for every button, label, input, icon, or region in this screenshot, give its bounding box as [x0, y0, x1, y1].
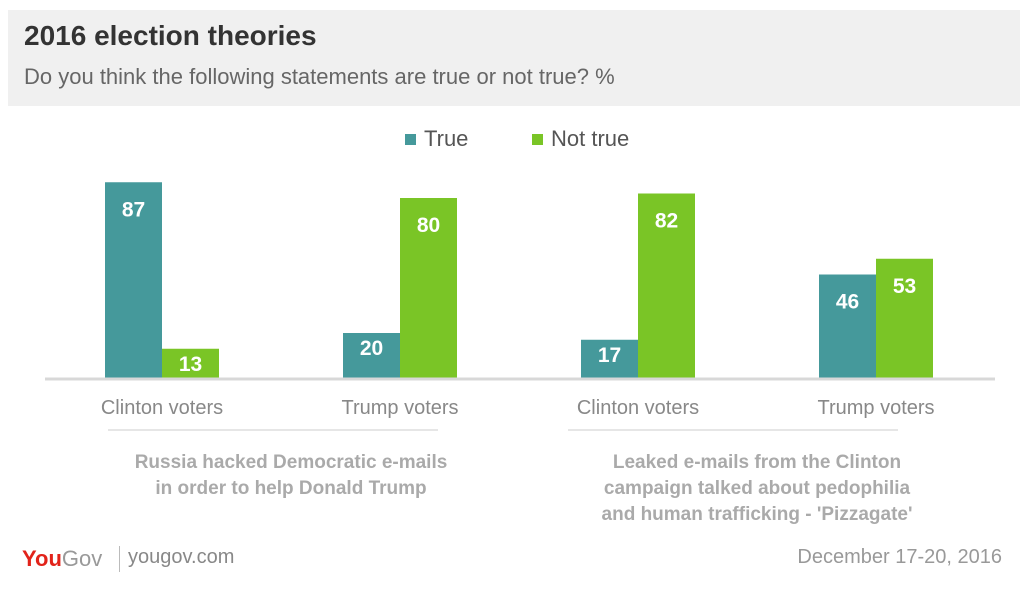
legend-swatch-not-true [532, 133, 543, 145]
bar-not-true [876, 258, 933, 378]
category-label: Trump voters [817, 397, 934, 419]
chart-subtitle: Do you think the following statements ar… [24, 64, 615, 89]
group-label-line: in order to help Donald Trump [155, 478, 426, 499]
group-label-line: Leaked e-mails from the Clinton [613, 452, 901, 473]
legend-label-not-true: Not true [551, 126, 630, 151]
chart-header: 2016 election theories Do you think the … [8, 10, 1020, 106]
bar-not-true [400, 198, 457, 378]
category-label: Trump voters [341, 397, 458, 419]
bar-true [819, 274, 876, 378]
legend-label-true: True [424, 126, 469, 151]
bar-not-true [162, 348, 219, 378]
bar-true [105, 182, 162, 378]
bar-true [343, 333, 400, 378]
category-label: Clinton voters [101, 397, 223, 419]
footer-url: yougov.com [128, 546, 235, 568]
logo-gov: Gov [61, 546, 103, 571]
data-label-not-true: 82 [655, 210, 678, 233]
yougov-logo: YouGov [22, 546, 102, 572]
data-label-true: 20 [360, 337, 383, 360]
group-label-line: and human trafficking - 'Pizzagate' [602, 504, 913, 525]
data-label-true: 17 [598, 344, 621, 367]
data-label-not-true: 53 [893, 275, 916, 298]
category-label: Clinton voters [577, 397, 699, 419]
group-label: Leaked e-mails from the Clinton campaign … [602, 452, 913, 525]
data-label-true: 87 [122, 198, 145, 221]
group-label-line: Russia hacked Democratic e-mails [135, 452, 448, 473]
logo-you: You [22, 546, 62, 571]
bar-not-true [638, 193, 695, 378]
data-label-not-true: 80 [417, 214, 440, 237]
legend-item-not-true: Not true [532, 126, 629, 152]
footer-date: December 17-20, 2016 [797, 546, 1002, 568]
legend: True Not true [0, 126, 1030, 156]
legend-swatch-true [405, 133, 416, 145]
group-label-line: campaign talked about pedophilia [604, 478, 911, 499]
chart-title: 2016 election theories [24, 20, 317, 51]
legend-item-true: True [405, 126, 468, 152]
group-label: Russia hacked Democratic e-mails in order… [135, 452, 448, 499]
data-label-true: 46 [836, 291, 859, 314]
footer-divider [119, 546, 120, 572]
data-label-not-true: 13 [179, 353, 202, 376]
bar-true [581, 339, 638, 378]
